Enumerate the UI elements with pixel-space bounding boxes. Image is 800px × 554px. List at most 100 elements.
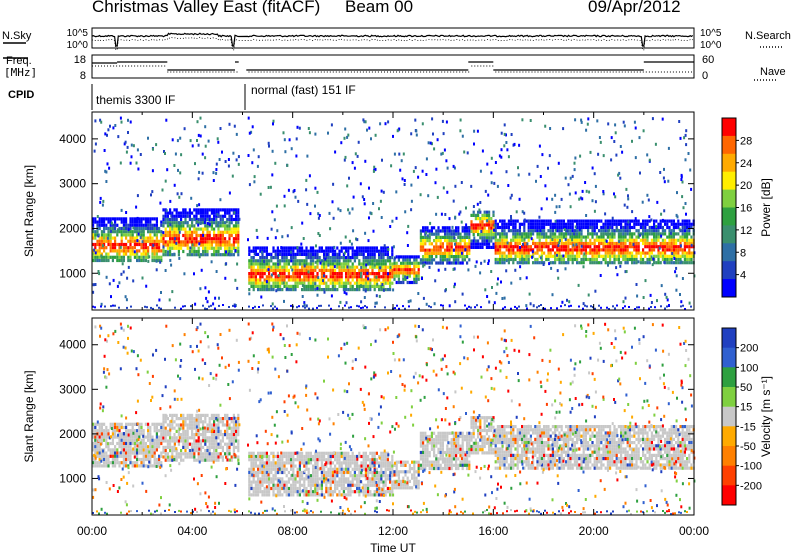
scatter-cell [250,281,253,285]
scatter-cell [391,281,394,285]
scatter-cell [459,251,462,255]
scatter-cell [127,233,130,237]
scatter-cell [314,284,317,288]
scatter-cell [415,277,418,281]
scatter-cell [560,248,563,252]
sparse-cell [129,120,132,124]
scatter-cell [648,219,651,223]
scatter-cell [675,241,678,246]
scatter-cell [367,288,370,292]
scatter-cell [175,214,178,218]
scatter-cell [686,241,689,246]
sparse-cell [594,289,597,293]
sparse-cell [514,268,517,272]
scatter-cell [204,253,207,257]
scatter-cell [560,241,563,246]
scatter-cell [182,445,185,449]
scatter-cell [133,255,136,259]
scatter-cell [197,420,200,424]
scatter-cell [182,208,185,212]
scatter-cell [312,246,315,250]
scatter-cell [591,222,594,226]
scatter-cell [309,284,312,288]
scatter-cell [204,243,207,247]
sparse-cell [685,212,687,216]
scatter-cell [261,246,264,250]
scatter-cell [281,249,284,253]
sparse-cell [348,211,351,215]
scatter-cell [118,255,121,259]
sparse-cell [137,167,140,171]
scatter-cell [512,245,515,249]
sparse-cell [257,155,260,159]
scatter-cell [292,268,295,272]
scatter-cell [547,219,550,223]
scatter-cell [136,461,139,465]
scatter-cell [516,241,519,246]
scatter-cell [133,429,136,433]
scatter-cell [149,438,152,442]
scatter-cell [406,271,409,275]
sparse-cell [233,303,236,307]
scatter-cell [527,229,530,233]
scatter-cell [499,235,502,239]
sparse-cell [125,211,128,214]
scatter-cell [103,239,106,243]
scatter-cell [331,272,334,276]
scatter-cell [551,248,554,252]
sparse-cell [523,237,526,241]
scatter-cell [142,457,145,462]
scatter-cell [602,232,605,236]
scatter-cell [389,278,392,282]
sparse-cell [467,268,470,272]
scatter-cell [452,229,455,233]
scatter-cell [463,235,466,239]
ground-cell [636,306,638,309]
scatter-cell [116,223,119,227]
sparse-cell [125,298,128,302]
ground-cell [308,307,310,310]
scatter-cell [281,259,284,263]
scatter-cell [252,268,255,272]
scatter-cell [622,219,625,223]
noise-left-tick: 10^5 [67,28,89,39]
scatter-cell [158,454,161,458]
scatter-cell [184,243,187,247]
sparse-cell [531,250,534,254]
sparse-cell [642,129,645,133]
scatter-cell [98,226,101,231]
scatter-cell [263,281,266,285]
scatter-cell [428,255,431,259]
scatter-cell [571,229,574,233]
scatter-cell [655,235,658,239]
scatter-cell [600,235,603,239]
scatter-cell [151,239,154,243]
scatter-cell [609,245,612,249]
scatter-cell [155,236,158,240]
scatter-cell [204,420,207,424]
scatter-cell [272,265,275,269]
scatter-cell [186,417,189,421]
scatter-cell [560,222,563,226]
sparse-cell [272,119,275,123]
scatter-cell [210,253,213,257]
scatter-cell [144,217,147,221]
sparse-cell [260,295,263,299]
scatter-cell [595,222,598,226]
scatter-cell [382,284,385,288]
scatter-cell [534,241,537,246]
scatter-cell [353,275,356,279]
scatter-cell [320,262,323,266]
sparse-cell [472,205,475,208]
sparse-cell [415,129,418,133]
noise-panel: 10^510^010^510^0 [3,27,782,51]
scatter-cell [155,246,158,250]
sparse-cell [339,241,342,245]
scatter-cell [672,251,675,255]
scatter-cell [488,233,491,237]
scatter-cell [683,232,686,236]
sparse-cell [206,300,209,304]
sparse-cell [366,128,368,132]
scatter-cell [252,451,255,455]
scatter-cell [653,229,656,233]
